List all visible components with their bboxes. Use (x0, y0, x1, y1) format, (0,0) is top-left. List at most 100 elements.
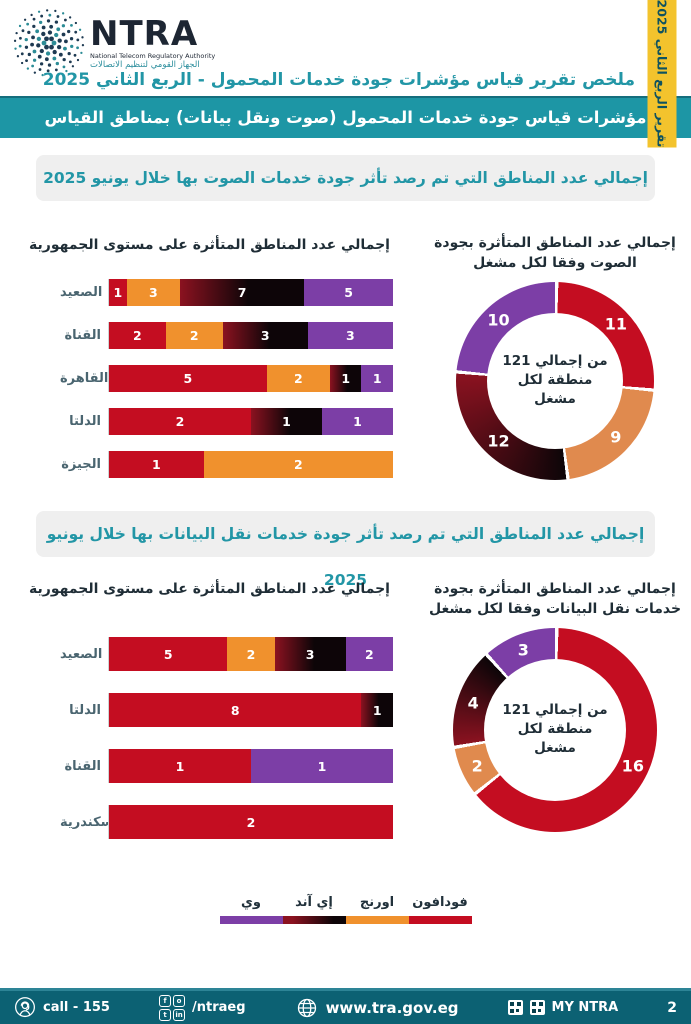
bar-segment-فودافون: 5 (109, 365, 267, 392)
logo-subtitle-en: National Telecom Regulatory Authority (90, 51, 216, 60)
voice-donut-chart: من إجمالي 121 منطقة لكل مشغل 11 9 12 10 (456, 281, 654, 480)
bar-value: 2 (189, 328, 199, 343)
bar-value: 1 (113, 285, 123, 300)
bar-value: 3 (149, 285, 158, 300)
bar-segment-وي: 3 (307, 322, 393, 349)
header: NTRA National Telecom Regulatory Authori… (0, 0, 691, 96)
twitter-icon: t (159, 1008, 172, 1021)
logo-brand: NTRA (90, 13, 199, 54)
voice-charts-row: إجمالي عدد المناطق المتأثرة بجودة الصوت … (0, 211, 691, 494)
bar-segment-فودافون: 1 (109, 279, 127, 306)
voice-bars-title: إجمالي عدد المناطق المتأثرة على مستوى ال… (29, 237, 390, 253)
voice-bars-column: إجمالي عدد المناطق المتأثرة على مستوى ال… (0, 211, 419, 494)
bar-value: 3 (305, 646, 315, 662)
app-label: MY NTRA (551, 1000, 619, 1015)
bar-value: 2 (293, 371, 303, 386)
bar-value: 1 (317, 758, 327, 774)
ntra-globe-dots-icon (13, 9, 85, 77)
qr-code-icon (529, 1000, 545, 1015)
donut-value: 9 (610, 427, 622, 447)
qr-code-icon (507, 1000, 523, 1015)
data-donut-center: من إجمالي 121 منطقة لكل مشغل (484, 658, 626, 801)
bar-segment-فودافون: 5 (109, 637, 228, 671)
bar-track: 5 2 3 2 (108, 637, 393, 671)
quarter-tab: تقرير الربع الثاني 2025 (647, 0, 677, 148)
bar-track: 1 3 7 5 (108, 279, 393, 306)
call-center-icon (15, 996, 35, 1017)
bar-segment-إي آند: 1 (361, 693, 393, 727)
bar-segment-إي آند: 7 (180, 279, 305, 306)
bar-value: 5 (183, 371, 193, 386)
bar-segment-فودافون: 8 (109, 693, 362, 727)
bar-row: الدلتا 8 1 (60, 693, 393, 727)
voice-donut-center: من إجمالي 121 منطقة لكل مشغل (487, 312, 623, 449)
bar-value: 3 (260, 328, 270, 343)
bar-value: 2 (246, 646, 256, 662)
bar-category-label: الصعيد (60, 285, 103, 300)
bar-segment-فودافون: 2 (109, 408, 251, 435)
facebook-icon: f (159, 994, 172, 1007)
bar-segment-إي آند: 3 (274, 637, 346, 671)
footer-website: www.tra.gov.eg (295, 996, 459, 1020)
bar-segment-اورنج: 2 (165, 322, 223, 349)
bar-segment-فودافون: 1 (109, 451, 204, 478)
bar-segment-اورنج: 2 (227, 637, 275, 671)
social-icons: f o t in (159, 994, 186, 1021)
legend-item: اورنج (345, 895, 409, 924)
bar-segment-فودافون: 2 (109, 805, 393, 839)
bar-value: 5 (344, 285, 353, 300)
bar-segment-فودافون: 2 (109, 322, 166, 349)
footer-app: MY NTRA (507, 1000, 619, 1015)
donut-value: 12 (487, 431, 510, 451)
header-separator (0, 96, 691, 98)
donut-value: 11 (604, 314, 627, 334)
page-title: ملخص تقرير قياس مؤشرات جودة خدمات المحمو… (42, 70, 635, 90)
bar-value: 2 (246, 814, 256, 830)
bar-segment-وي: 2 (345, 637, 393, 671)
bar-track: 5 2 1 1 (108, 365, 394, 392)
bar-segment-وي: 5 (304, 279, 393, 306)
bar-track: 2 (108, 805, 393, 839)
bar-category-label: القاهرة (60, 371, 109, 386)
bar-value: 1 (372, 702, 382, 718)
bar-value: 1 (353, 414, 362, 429)
section-banner-data: إجمالي عدد المناطق التي تم رصد تأثر جودة… (36, 511, 655, 589)
bar-value: 5 (163, 646, 173, 662)
bar-row: الإسكندرية 2 (60, 805, 393, 839)
voice-bar-chart: الصعيد 1 3 7 5 القناة 2 2 3 3 القاهرة 5 2 1 1 الدلتا 2 1 1… (60, 279, 394, 478)
bar-segment-وي: 1 (322, 408, 393, 435)
bar-segment-اورنج: 2 (266, 365, 330, 392)
legend-swatch (408, 916, 472, 924)
website-url: www.tra.gov.eg (325, 998, 459, 1017)
bar-category-label: الصعيد (60, 646, 103, 662)
footer-call: call - 155 (14, 996, 110, 1019)
data-donut-chart: من إجمالي 121 منطقة لكل مشغل 16 2 4 3 (453, 627, 657, 832)
bar-value: 1 (282, 414, 291, 429)
data-charts-row: إجمالي عدد المناطق المتأثرة بجودة خدمات … (0, 567, 691, 861)
bar-value: 7 (237, 285, 247, 300)
donut-value: 10 (487, 310, 510, 330)
bar-value: 2 (364, 646, 374, 662)
data-bars-column: إجمالي عدد المناطق المتأثرة على مستوى ال… (0, 567, 419, 861)
bar-row: القناة 1 1 (60, 749, 393, 783)
bar-segment-إي آند: 1 (251, 408, 322, 435)
bar-category-label: الإسكندرية (60, 814, 128, 830)
bar-segment-إي آند: 1 (329, 365, 362, 392)
voice-donut-title: إجمالي عدد المناطق المتأثرة بجودة الصوت … (434, 235, 676, 272)
bar-segment-إي آند: 3 (222, 322, 308, 349)
bar-segment-فودافون: 1 (109, 749, 251, 783)
bar-value: 2 (293, 457, 303, 472)
operators-legend: فودافون اورنج إي آند وي (0, 895, 691, 924)
bar-row: الجيزة 1 2 (60, 451, 393, 478)
social-handle: /ntraeg (192, 1000, 246, 1015)
bar-track: 2 1 1 (108, 408, 393, 435)
subtitle-banner: مؤشرات قياس جودة خدمات المحمول (صوت ونقل… (0, 98, 691, 138)
bar-segment-اورنج: 3 (126, 279, 180, 306)
footer: call - 155 f o t in /ntraeg www.tra.gov.… (0, 988, 691, 1024)
data-bar-chart: الصعيد 5 2 3 2 الدلتا 8 1 القناة 1 1 الإسكندرية 2 (60, 637, 393, 839)
legend-swatch (345, 916, 409, 924)
legend-label: فودافون (412, 895, 468, 910)
instagram-icon: o (173, 994, 186, 1007)
